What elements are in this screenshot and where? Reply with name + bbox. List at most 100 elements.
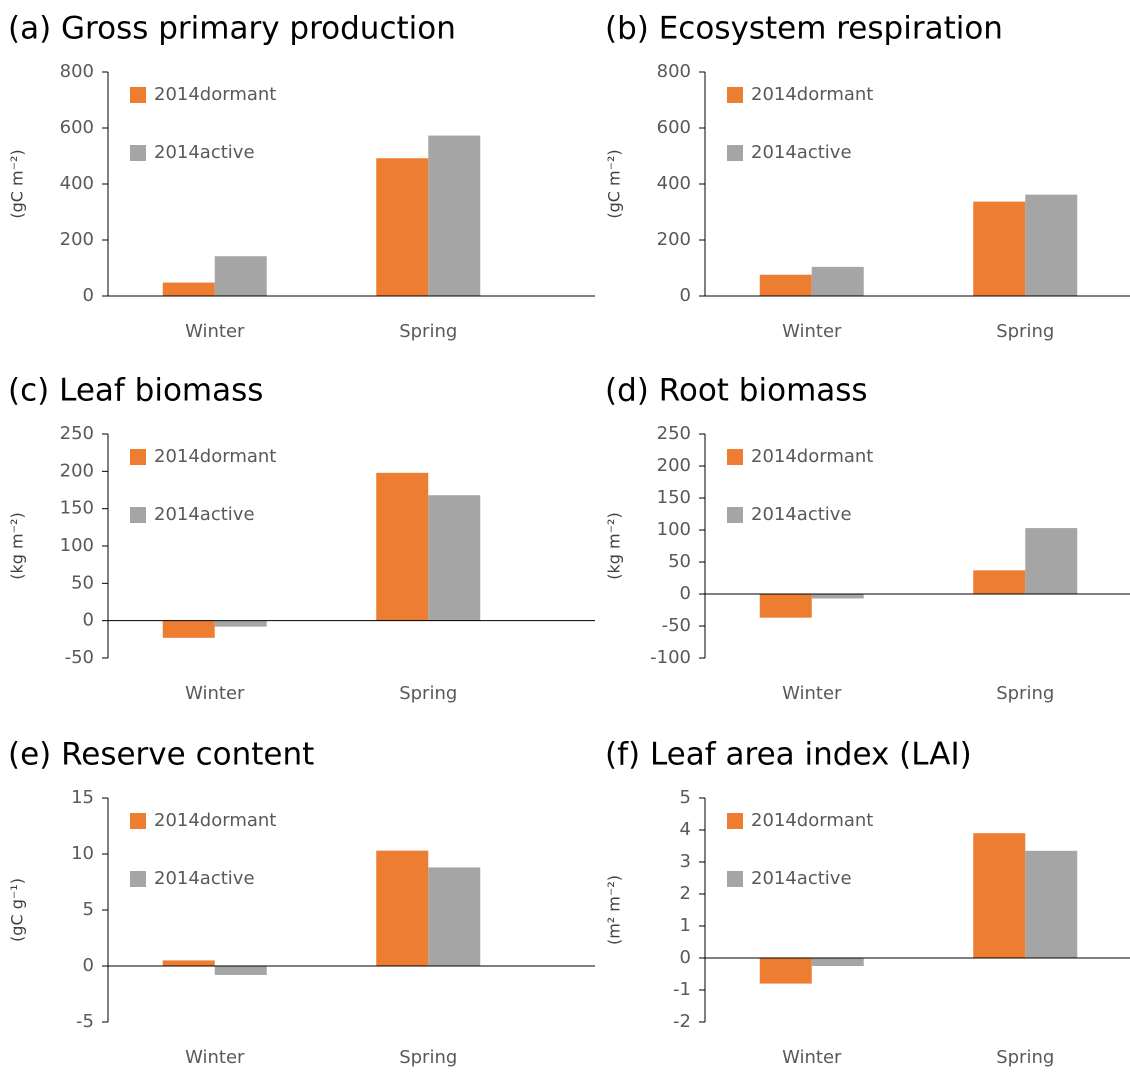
legend-label: 2014dormant xyxy=(751,446,873,467)
y-tick-label: -2 xyxy=(673,1011,691,1032)
bar xyxy=(1025,194,1078,296)
bar xyxy=(162,620,215,638)
bar xyxy=(1025,850,1078,958)
legend-swatch xyxy=(130,449,146,465)
y-tick-label: 0 xyxy=(83,285,94,306)
y-tick-label: -100 xyxy=(650,647,691,668)
y-tick-label: 3 xyxy=(680,851,691,872)
bar xyxy=(214,256,267,296)
y-tick-label: 50 xyxy=(668,551,691,572)
y-tick-label: 5 xyxy=(680,787,691,808)
bar xyxy=(428,867,481,966)
bar xyxy=(428,495,481,621)
panel-title: (f) Leaf area index (LAI) xyxy=(605,737,972,773)
legend-swatch xyxy=(727,449,743,465)
bar xyxy=(376,472,429,621)
legend-label: 2014active xyxy=(154,868,255,889)
bar xyxy=(811,594,864,599)
panel-title: (b) Ecosystem respiration xyxy=(605,11,1003,47)
y-tick-label: 400 xyxy=(657,173,691,194)
legend-swatch xyxy=(727,507,743,523)
y-axis-label: (kg m⁻²) xyxy=(605,512,624,579)
bar xyxy=(811,266,864,296)
y-tick-label: 50 xyxy=(71,572,94,593)
legend-swatch xyxy=(727,145,743,161)
y-tick-label: 250 xyxy=(657,423,691,444)
legend-swatch xyxy=(130,813,146,829)
legend-swatch xyxy=(130,507,146,523)
legend-label: 2014active xyxy=(751,868,852,889)
bar xyxy=(973,570,1026,594)
legend-swatch xyxy=(727,87,743,103)
x-tick-label: Winter xyxy=(185,1047,245,1068)
legend-label: 2014dormant xyxy=(154,810,276,831)
legend-swatch xyxy=(727,871,743,887)
bar xyxy=(811,958,864,966)
y-tick-label: 800 xyxy=(60,61,94,82)
legend-swatch xyxy=(130,871,146,887)
y-tick-label: 200 xyxy=(60,460,94,481)
y-tick-label: 0 xyxy=(83,610,94,631)
x-tick-label: Spring xyxy=(399,321,457,342)
y-axis-label: (kg m⁻²) xyxy=(8,512,27,579)
y-tick-label: 250 xyxy=(60,423,94,444)
bar xyxy=(214,620,267,627)
y-axis-label: (gC g⁻¹) xyxy=(8,878,27,942)
bar xyxy=(1025,528,1078,594)
x-tick-label: Spring xyxy=(399,683,457,704)
y-tick-label: 2 xyxy=(680,883,691,904)
x-tick-label: Winter xyxy=(782,321,842,342)
y-tick-label: 0 xyxy=(680,947,691,968)
y-tick-label: -50 xyxy=(65,647,94,668)
bar xyxy=(162,282,215,296)
legend-label: 2014active xyxy=(154,142,255,163)
legend-label: 2014dormant xyxy=(154,84,276,105)
y-tick-label: 15 xyxy=(71,787,94,808)
legend-label: 2014active xyxy=(751,142,852,163)
y-tick-label: -1 xyxy=(673,979,691,1000)
panel-title: (d) Root biomass xyxy=(605,373,868,409)
panel-title: (a) Gross primary production xyxy=(8,11,456,47)
y-tick-label: 0 xyxy=(680,285,691,306)
y-tick-label: 200 xyxy=(657,229,691,250)
y-tick-label: -5 xyxy=(76,1011,94,1032)
y-tick-label: 100 xyxy=(657,519,691,540)
panel-title: (c) Leaf biomass xyxy=(8,373,263,409)
bar xyxy=(162,960,215,966)
legend-label: 2014dormant xyxy=(154,446,276,467)
y-tick-label: 0 xyxy=(680,583,691,604)
y-tick-label: 150 xyxy=(60,498,94,519)
y-tick-label: -50 xyxy=(662,615,691,636)
x-tick-label: Spring xyxy=(996,683,1054,704)
bar xyxy=(376,850,429,966)
y-tick-label: 200 xyxy=(657,455,691,476)
legend-swatch xyxy=(130,145,146,161)
legend-label: 2014dormant xyxy=(751,84,873,105)
legend-swatch xyxy=(130,87,146,103)
x-tick-label: Winter xyxy=(782,1047,842,1068)
bar xyxy=(214,966,267,975)
x-tick-label: Winter xyxy=(185,683,245,704)
x-tick-label: Spring xyxy=(399,1047,457,1068)
y-tick-label: 200 xyxy=(60,229,94,250)
y-tick-label: 1 xyxy=(680,915,691,936)
legend-label: 2014active xyxy=(751,504,852,525)
y-tick-label: 800 xyxy=(657,61,691,82)
bar xyxy=(973,833,1026,958)
legend-swatch xyxy=(727,813,743,829)
y-axis-label: (m² m⁻²) xyxy=(605,875,624,945)
y-axis-label: (gC m⁻²) xyxy=(605,149,624,218)
bar xyxy=(428,135,481,296)
bar xyxy=(759,958,812,984)
y-tick-label: 600 xyxy=(60,117,94,138)
bar xyxy=(759,274,812,296)
legend-label: 2014dormant xyxy=(751,810,873,831)
bar xyxy=(759,594,812,618)
x-tick-label: Spring xyxy=(996,321,1054,342)
y-tick-label: 400 xyxy=(60,173,94,194)
y-tick-label: 150 xyxy=(657,487,691,508)
legend-label: 2014active xyxy=(154,504,255,525)
y-tick-label: 5 xyxy=(83,899,94,920)
x-tick-label: Spring xyxy=(996,1047,1054,1068)
